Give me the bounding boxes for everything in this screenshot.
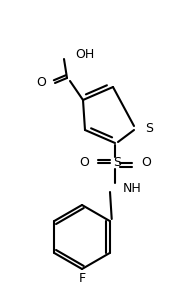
Text: O: O	[36, 76, 46, 89]
Text: S: S	[113, 157, 121, 169]
Text: NH: NH	[123, 182, 142, 195]
Text: F: F	[78, 272, 86, 285]
Text: O: O	[79, 157, 89, 169]
Text: O: O	[141, 157, 151, 169]
Text: S: S	[145, 122, 153, 135]
Text: OH: OH	[75, 48, 94, 62]
